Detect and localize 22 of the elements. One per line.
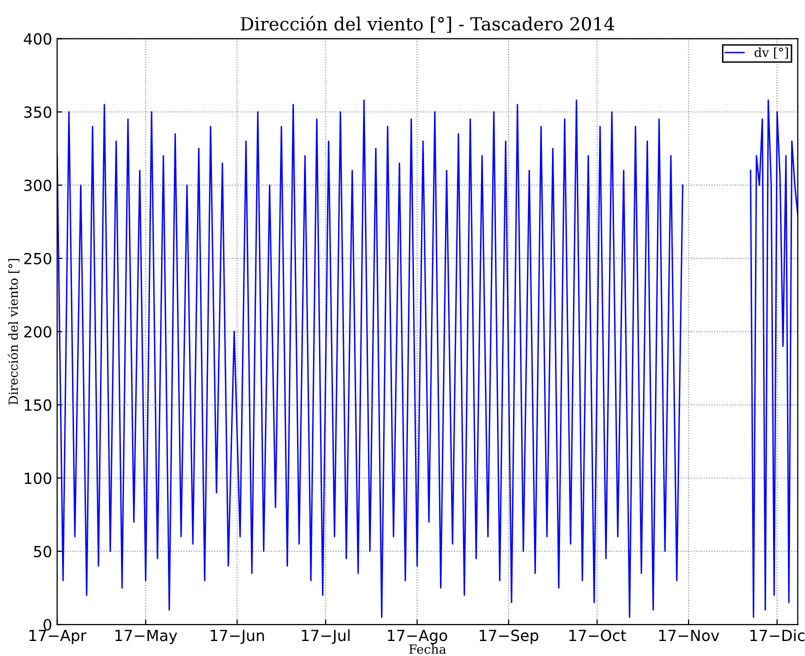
- y-tick-label: 100: [24, 472, 52, 484]
- y-axis-title: Dirección del viento [°]: [8, 259, 20, 405]
- y-tick-label: 150: [24, 399, 52, 411]
- legend-label: dv [°]: [754, 47, 788, 59]
- x-tick-label: 17−Nov: [659, 630, 720, 642]
- x-tick-label: 17−Apr: [29, 630, 86, 644]
- x-tick-label: 17−May: [115, 630, 178, 644]
- y-tick-label: 0: [44, 618, 52, 631]
- y-tick-label: 50: [34, 546, 52, 558]
- x-tick-label: 17−Ago: [388, 630, 448, 644]
- y-tick-label: 250: [24, 252, 52, 264]
- y-tick-label: 350: [24, 106, 52, 118]
- x-tick-label: 17−Jun: [210, 630, 264, 644]
- y-tick-label: 200: [24, 326, 52, 338]
- x-axis-title: Fecha: [409, 644, 446, 654]
- y-tick-label: 300: [24, 180, 52, 192]
- x-tick-label: 17−Jul: [302, 629, 350, 644]
- x-tick-label: 17−Sep: [480, 630, 538, 644]
- x-tick-label: 17−Oct: [569, 630, 626, 642]
- y-tick-label: 400: [24, 33, 52, 45]
- chart-title: Dirección del viento [°] - Tascadero 2014: [240, 16, 614, 33]
- x-tick-label: 17−Dic: [750, 629, 804, 642]
